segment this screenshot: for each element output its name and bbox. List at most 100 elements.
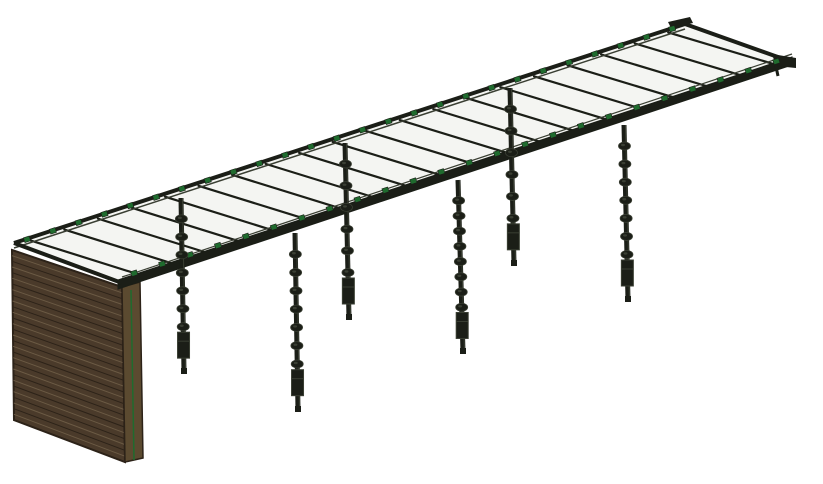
post-knob-shine: [293, 343, 298, 346]
post-5: [504, 87, 520, 266]
post-knob: [176, 322, 190, 332]
post-knob-shine: [621, 161, 626, 165]
post-knob: [506, 213, 520, 223]
post-knob: [176, 286, 190, 296]
post-knob: [504, 104, 517, 114]
rail-clamp: [74, 218, 83, 227]
end-panel-slat: [13, 357, 125, 399]
end-panel-slat: [13, 368, 125, 410]
end-panel-slat: [12, 317, 124, 358]
post-knob-shine: [623, 234, 628, 237]
rail-clamp: [158, 260, 167, 268]
rail-clamp: [576, 122, 585, 130]
rail-clamp: [632, 103, 641, 112]
rail-clamp: [306, 142, 315, 151]
frame-rung: [600, 53, 710, 88]
post-knob-shine: [508, 194, 513, 197]
rail-clamp: [130, 269, 139, 277]
post-knob: [288, 249, 302, 259]
end-panel-slat: [13, 408, 125, 451]
left-end-beam: [13, 241, 123, 285]
post-knob: [505, 170, 519, 179]
rail-clamp: [48, 227, 57, 235]
end-panel-slat: [12, 294, 123, 335]
back-rail-lower-edge: [13, 28, 686, 249]
post-knob-shine: [458, 305, 463, 308]
post-knob: [452, 211, 466, 221]
rail-clamp: [461, 92, 470, 100]
post-foot: [295, 406, 301, 412]
end-panel-slat: [11, 255, 123, 294]
post-knob: [289, 268, 303, 277]
rail-clamp: [688, 85, 697, 93]
frame-rung: [499, 86, 609, 121]
frame-rung: [331, 140, 442, 177]
post-knob: [504, 126, 518, 136]
post-foot: [346, 314, 352, 320]
rail-clamp: [668, 25, 677, 33]
end-panel-edge-trim: [130, 289, 135, 461]
post-knob: [619, 213, 633, 223]
rail-clamp: [513, 75, 522, 83]
frame-rung: [197, 184, 308, 221]
rail-clamp: [152, 193, 161, 201]
hanging-posts: [174, 87, 634, 412]
post-knob-shine: [292, 306, 297, 310]
post-knob-shine: [620, 143, 625, 147]
post-3: [339, 142, 355, 320]
rail-clamp: [642, 33, 651, 41]
post-knob: [453, 226, 466, 236]
rail-clamp: [660, 94, 669, 102]
post-knob-shine: [455, 198, 460, 201]
post-knob-shine: [292, 288, 297, 292]
rail-clamp: [521, 140, 530, 148]
post-knob: [620, 250, 634, 259]
post-knob-shine: [178, 234, 183, 238]
post-knob-shine: [177, 216, 182, 220]
rail-clamp: [539, 67, 548, 75]
rail-clamp: [126, 201, 135, 210]
rail-clamp: [381, 186, 390, 194]
post-knob: [454, 287, 468, 297]
end-panel-slat: [12, 272, 123, 311]
post-foot: [511, 260, 517, 266]
end-panel-slat: [12, 289, 123, 329]
post-knob: [454, 272, 468, 282]
post-knob-shine: [623, 252, 628, 255]
rail-clamp: [177, 185, 186, 193]
rail-clamp: [616, 41, 625, 50]
frame-rung: [566, 64, 676, 99]
post-knob-shine: [506, 106, 511, 110]
post-2: [288, 232, 305, 412]
post-knob: [339, 159, 352, 169]
post-foot: [181, 368, 187, 374]
post-knob: [174, 214, 188, 224]
post-knob: [452, 196, 466, 206]
post-knob-shine: [292, 270, 297, 273]
end-panel-slat: [13, 396, 125, 440]
frame-rung: [298, 151, 408, 188]
post-knob-shine: [622, 216, 627, 219]
rail-clamp: [772, 57, 781, 66]
frame-rung: [63, 228, 174, 265]
post-base-block: [291, 369, 305, 397]
end-panel-slat: [12, 334, 124, 375]
end-panel-slat: [13, 402, 125, 445]
rail-clamp: [203, 176, 212, 184]
rail-clamp: [384, 117, 393, 126]
post-knob-shine: [457, 274, 462, 278]
post-foot: [625, 296, 631, 302]
end-panel-slat: [12, 328, 124, 370]
post-knob-shine: [179, 324, 184, 327]
end-panel-slat: [13, 391, 125, 434]
post-knob: [341, 246, 354, 256]
end-panel-slat: [13, 374, 125, 416]
frame-rung: [432, 108, 542, 143]
post-knob-shine: [293, 325, 298, 328]
rail-clamp: [325, 205, 334, 213]
rail-clamp: [281, 151, 290, 159]
post-knob-shine: [507, 150, 512, 153]
corner-bracket: [772, 54, 796, 68]
post-knob-shine: [507, 128, 512, 132]
